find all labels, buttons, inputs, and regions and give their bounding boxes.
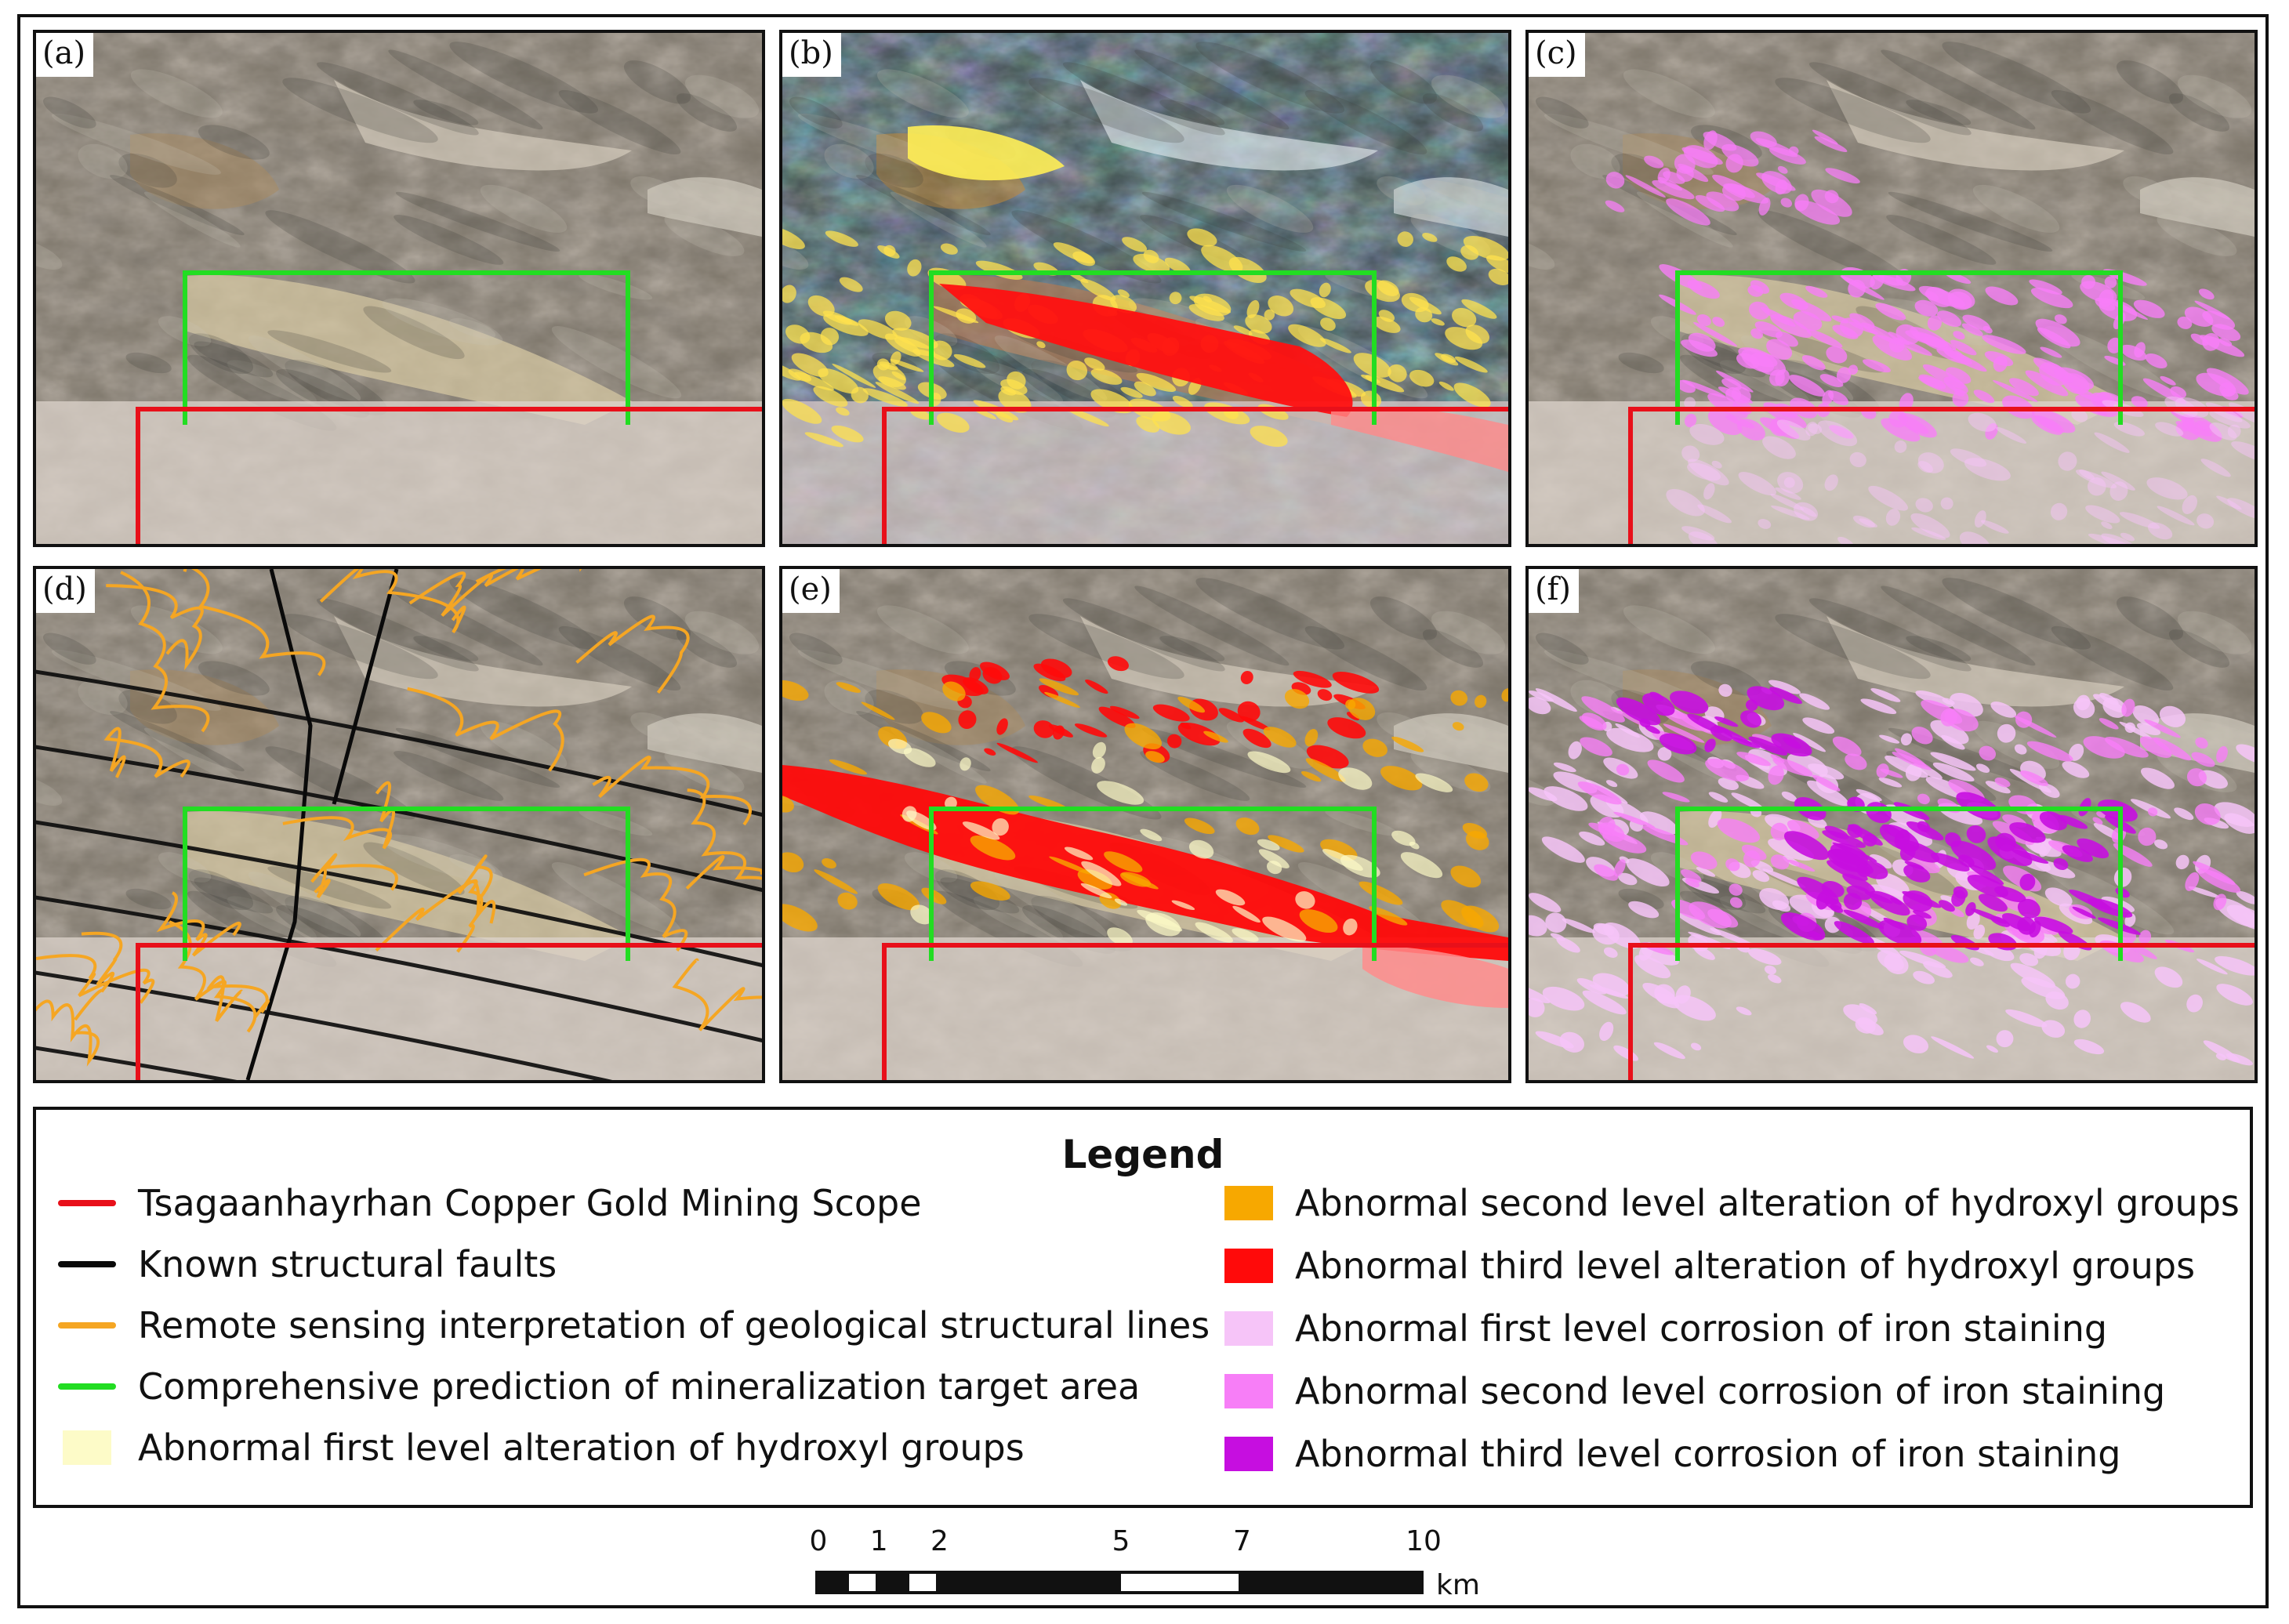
panel-c-imagery [1529,33,2255,544]
panel-label-b: (b) [782,33,841,77]
panel-label-d: (d) [36,569,95,613]
scale-tick-label: 10 [1406,1525,1442,1557]
panel-label-f: (f) [1529,569,1580,613]
panel-a-imagery [36,33,762,544]
legend-item-hydroxyl-3: Abnormal third level alteration of hydro… [1224,1235,2195,1296]
legend-item-iron-1: Abnormal first level corrosion of iron s… [1224,1298,2107,1359]
legend-title: Legend [1061,1132,1224,1177]
map-panel-c: (c) [1525,30,2258,547]
scale-segment [1118,1571,1242,1594]
map-panel-d: (d) [33,566,765,1083]
map-panel-f: (f) [1525,566,2258,1083]
legend-item-hydroxyl-1: Abnormal first level alteration of hydro… [63,1417,1025,1478]
legend-label: Abnormal third level corrosion of iron s… [1295,1433,2121,1475]
legend-swatch-green-line [58,1383,116,1390]
legend-swatch-box [63,1430,111,1465]
scale-segment [815,1571,849,1594]
legend-label: Abnormal first level corrosion of iron s… [1295,1307,2108,1350]
scale-segment [845,1571,880,1594]
legend-item-target-area: Comprehensive prediction of mineralizati… [58,1356,1140,1417]
scale-segment [1239,1571,1424,1594]
scale-tick-label: 5 [1112,1525,1130,1557]
legend-item-structural-lines: Remote sensing interpretation of geologi… [58,1295,1210,1356]
panel-label-c: (c) [1529,33,1585,77]
legend-item-iron-2: Abnormal second level corrosion of iron … [1224,1361,2165,1422]
scale-tick-label: 1 [869,1525,888,1557]
scale-segment [936,1571,1121,1594]
scale-bar: km 0 1 2 5 7 10 [810,1525,1521,1604]
legend-label: Abnormal second level corrosion of iron … [1295,1370,2166,1412]
panel-b-imagery [782,33,1508,544]
legend-swatch-box [1224,1437,1273,1471]
legend-label: Known structural faults [138,1243,557,1285]
legend-label: Remote sensing interpretation of geologi… [138,1304,1210,1347]
legend-swatch-orange-line [58,1322,116,1329]
panel-label-e: (e) [782,569,840,613]
map-panel-a: (a) [33,30,765,547]
legend-label: Comprehensive prediction of mineralizati… [138,1365,1141,1408]
panel-d-imagery [36,569,762,1080]
figure-frame [17,14,2269,1608]
legend-label: Abnormal first level alteration of hydro… [138,1426,1025,1469]
panel-f-imagery [1529,569,2255,1080]
scale-tick-label: 2 [930,1525,949,1557]
legend-swatch-box [1224,1311,1273,1346]
legend-label: Abnormal second level alteration of hydr… [1295,1182,2240,1224]
scale-tick-label: 7 [1232,1525,1251,1557]
map-panel-b: (b) [779,30,1511,547]
legend-item-hydroxyl-2: Abnormal second level alteration of hydr… [1224,1173,2240,1234]
legend-label: Abnormal third level alteration of hydro… [1295,1245,2196,1287]
legend-item-iron-3: Abnormal third level corrosion of iron s… [1224,1423,2120,1484]
legend-item-mining-scope: Tsagaanhayrhan Copper Gold Mining Scope [58,1173,922,1234]
scale-unit: km [1436,1569,1480,1601]
scale-tick-label: 0 [809,1525,828,1557]
legend-swatch-black-line [58,1261,116,1267]
scale-segment [876,1571,909,1594]
panel-label-a: (a) [36,33,94,77]
legend-swatch-red-line [58,1200,116,1206]
map-panel-e: (e) [779,566,1511,1083]
legend-swatch-box [1224,1186,1273,1220]
legend-swatch-box [1224,1374,1273,1408]
legend-swatch-box [1224,1249,1273,1283]
panel-e-imagery [782,569,1508,1080]
legend: Legend Tsagaanhayrhan Copper Gold Mining… [33,1107,2253,1508]
legend-item-structural-faults: Known structural faults [58,1234,557,1295]
scale-segment [905,1571,940,1594]
legend-label: Tsagaanhayrhan Copper Gold Mining Scope [138,1182,922,1224]
